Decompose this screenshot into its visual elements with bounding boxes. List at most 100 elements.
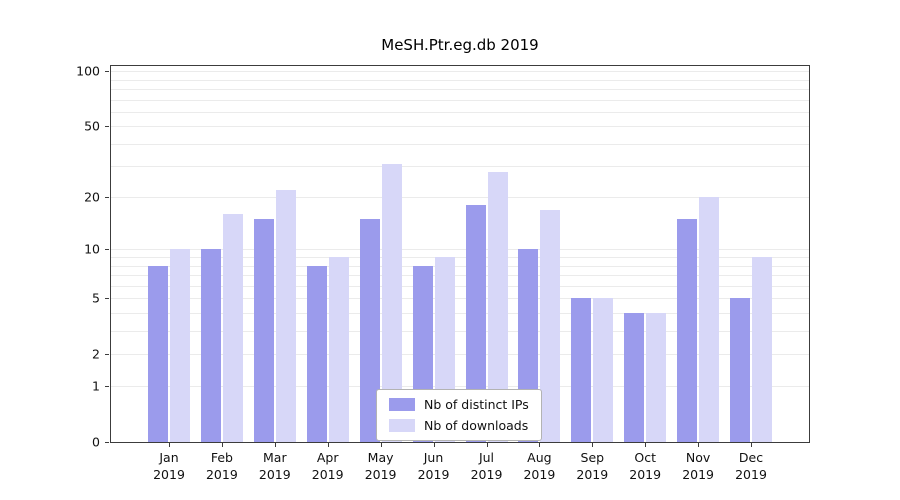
bar-nb-of-distinct-ips-nov (677, 219, 698, 442)
x-tick-label-mar: Mar 2019 (259, 449, 291, 483)
gridline-20 (111, 197, 809, 199)
x-tick-year-oct: 2019 (629, 467, 662, 482)
bar-nb-of-downloads-oct (646, 312, 667, 442)
legend-label-downloads: Nb of downloads (424, 418, 529, 433)
y-tick-mark-1 (105, 386, 109, 388)
x-tick-mark-aug (539, 443, 541, 447)
gridline-50 (111, 126, 809, 128)
x-tick-mark-jun (433, 443, 435, 447)
legend-swatch-downloads (389, 419, 415, 432)
x-tick-mark-may (380, 443, 382, 447)
x-tick-month-feb: Feb (210, 450, 233, 465)
bar-nb-of-downloads-apr (328, 257, 349, 442)
x-tick-label-nov: Nov 2019 (682, 449, 714, 483)
plot-area (110, 65, 810, 443)
x-tick-label-jan: Jan 2019 (153, 449, 185, 483)
bar-nb-of-distinct-ips-sep (571, 298, 592, 442)
x-tick-mark-jul (486, 443, 488, 447)
y-tick-label-5: 5 (92, 290, 100, 306)
bar-nb-of-downloads-feb (222, 214, 243, 442)
x-tick-label-jul: Jul 2019 (471, 449, 503, 483)
gridline-8 (111, 265, 809, 267)
legend-item-distinct-ips: Nb of distinct IPs (389, 397, 529, 412)
y-tick-mark-2 (105, 353, 109, 355)
x-tick-month-mar: Mar (263, 450, 287, 465)
bar-nb-of-distinct-ips-jul (465, 205, 486, 442)
bar-nb-of-downloads-jul (487, 171, 508, 442)
bar-nb-of-distinct-ips-may (359, 219, 380, 442)
x-tick-label-dec: Dec 2019 (735, 449, 767, 483)
gridline-4 (111, 312, 809, 314)
x-tick-mark-sep (592, 443, 594, 447)
x-tick-year-jun: 2019 (417, 467, 450, 482)
bar-nb-of-downloads-jan (170, 249, 190, 442)
gridline-70 (111, 99, 809, 101)
y-tick-mark-0 (105, 442, 109, 443)
gridline-3 (111, 330, 809, 332)
y-tick-label-20: 20 (84, 189, 100, 205)
x-tick-mark-mar (274, 443, 276, 447)
x-tick-year-jul: 2019 (470, 467, 503, 482)
gridline-6 (111, 285, 809, 287)
legend-swatch-distinct-ips (389, 398, 415, 411)
y-tick-mark-5 (105, 298, 109, 299)
legend-item-downloads: Nb of downloads (389, 418, 529, 433)
gridline-60 (111, 111, 809, 113)
x-tick-month-sep: Sep (580, 450, 605, 465)
y-tick-mark-20 (105, 197, 109, 199)
gridline-80 (111, 88, 809, 90)
x-tick-year-dec: 2019 (735, 467, 767, 482)
bar-nb-of-downloads-dec (752, 257, 772, 442)
gridline-30 (111, 166, 809, 168)
x-tick-month-nov: Nov (685, 450, 711, 465)
gridline-40 (111, 143, 809, 145)
gridline-10 (111, 249, 809, 251)
x-tick-month-apr: Apr (316, 450, 339, 465)
bar-nb-of-distinct-ips-apr (306, 265, 327, 442)
bar-nb-of-distinct-ips-feb (200, 249, 221, 442)
bar-nb-of-downloads-aug (540, 209, 561, 442)
bar-nb-of-distinct-ips-mar (253, 219, 274, 442)
legend: Nb of distinct IPs Nb of downloads (376, 389, 542, 441)
y-tick-mark-10 (105, 249, 109, 251)
chart-title: MeSH.Ptr.eg.db 2019 (381, 36, 539, 54)
bar-nb-of-distinct-ips-jan (148, 265, 168, 442)
gridline-100 (111, 71, 809, 73)
x-tick-label-may: May 2019 (365, 449, 397, 483)
x-tick-label-apr: Apr 2019 (312, 449, 344, 483)
x-tick-mark-dec (751, 443, 752, 447)
y-tick-mark-100 (105, 71, 109, 73)
x-tick-mark-jan (169, 443, 170, 447)
x-tick-month-jan: Jan (159, 450, 179, 465)
x-tick-year-mar: 2019 (258, 467, 291, 482)
x-tick-year-may: 2019 (364, 467, 397, 482)
legend-label-distinct-ips: Nb of distinct IPs (424, 397, 529, 412)
x-tick-label-sep: Sep 2019 (576, 449, 608, 483)
bar-nb-of-downloads-mar (275, 190, 296, 442)
gridline-7 (111, 274, 809, 276)
x-tick-label-oct: Oct 2019 (629, 449, 661, 483)
x-tick-year-aug: 2019 (523, 467, 556, 482)
bar-nb-of-downloads-sep (593, 298, 614, 442)
x-tick-month-jul: Jul (478, 450, 495, 465)
x-tick-month-dec: Dec (738, 450, 764, 465)
x-tick-year-nov: 2019 (682, 467, 714, 482)
gridline-90 (111, 79, 809, 81)
y-tick-label-0: 0 (92, 434, 100, 450)
x-tick-label-feb: Feb 2019 (206, 449, 238, 483)
bar-nb-of-downloads-may (381, 163, 402, 442)
x-tick-year-feb: 2019 (205, 467, 238, 482)
x-tick-month-aug: Aug (527, 450, 552, 465)
x-tick-month-oct: Oct (634, 450, 656, 465)
x-tick-mark-feb (221, 443, 223, 447)
bar-nb-of-distinct-ips-dec (730, 298, 750, 442)
y-tick-label-1: 1 (92, 378, 100, 394)
y-tick-label-10: 10 (84, 241, 100, 257)
x-tick-mark-apr (327, 443, 329, 447)
x-tick-year-sep: 2019 (576, 467, 609, 482)
x-tick-mark-nov (698, 443, 700, 447)
x-tick-month-jun: Jun (423, 450, 444, 465)
gridline-9 (111, 257, 809, 258)
y-tick-mark-50 (105, 126, 109, 128)
